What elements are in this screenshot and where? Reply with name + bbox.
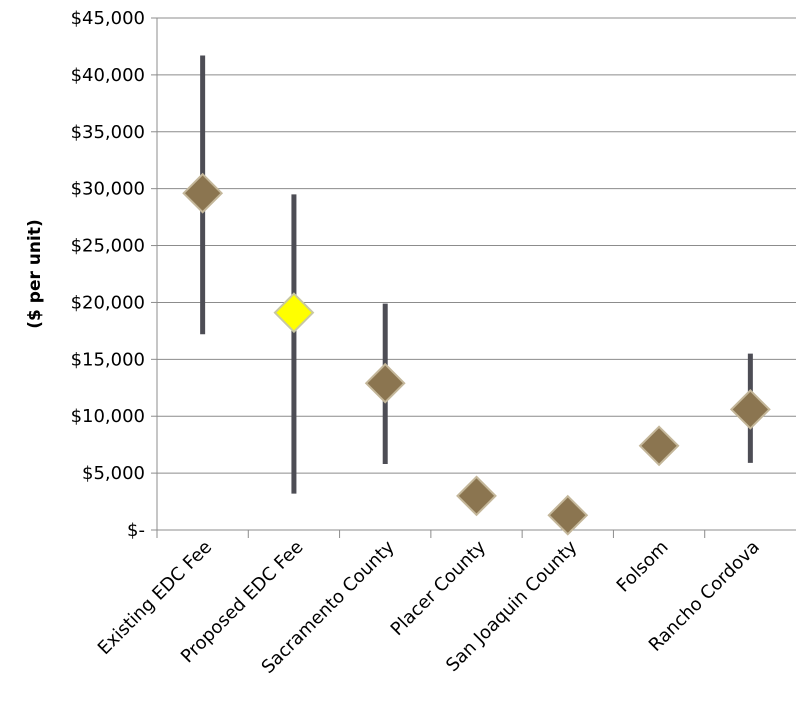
range-bars — [200, 55, 753, 494]
diamond-marker — [547, 494, 589, 536]
highlight-diamond-marker — [273, 292, 315, 334]
y-tick-labels: $- $5,000 $10,000 $15,000 $20,000 $25,000 $30,… — [71, 8, 145, 541]
y-tick-label: $45,000 — [71, 8, 145, 29]
y-tick-label: $10,000 — [71, 406, 145, 427]
y-axis-label: ($ per unit) — [25, 219, 45, 328]
y-tick-label: $30,000 — [71, 179, 145, 200]
y-tick-label: $35,000 — [71, 122, 145, 143]
axes — [151, 17, 706, 538]
x-category-label: Folsom — [613, 537, 673, 597]
y-tick-label: $25,000 — [71, 236, 145, 257]
markers — [182, 172, 771, 536]
diamond-marker — [456, 475, 497, 517]
y-tick-label: $5,000 — [82, 463, 145, 484]
y-tick-label: $15,000 — [71, 349, 145, 370]
diamond-marker — [729, 388, 771, 430]
y-tick-label: $40,000 — [71, 65, 145, 86]
diamond-marker — [364, 362, 406, 404]
diamond-marker — [638, 425, 680, 467]
x-category-label: Placer County — [387, 536, 491, 640]
gridlines — [157, 17, 796, 531]
y-tick-label: $20,000 — [71, 292, 145, 313]
y-tick-label: $- — [127, 520, 145, 541]
diamond-marker — [182, 172, 224, 214]
